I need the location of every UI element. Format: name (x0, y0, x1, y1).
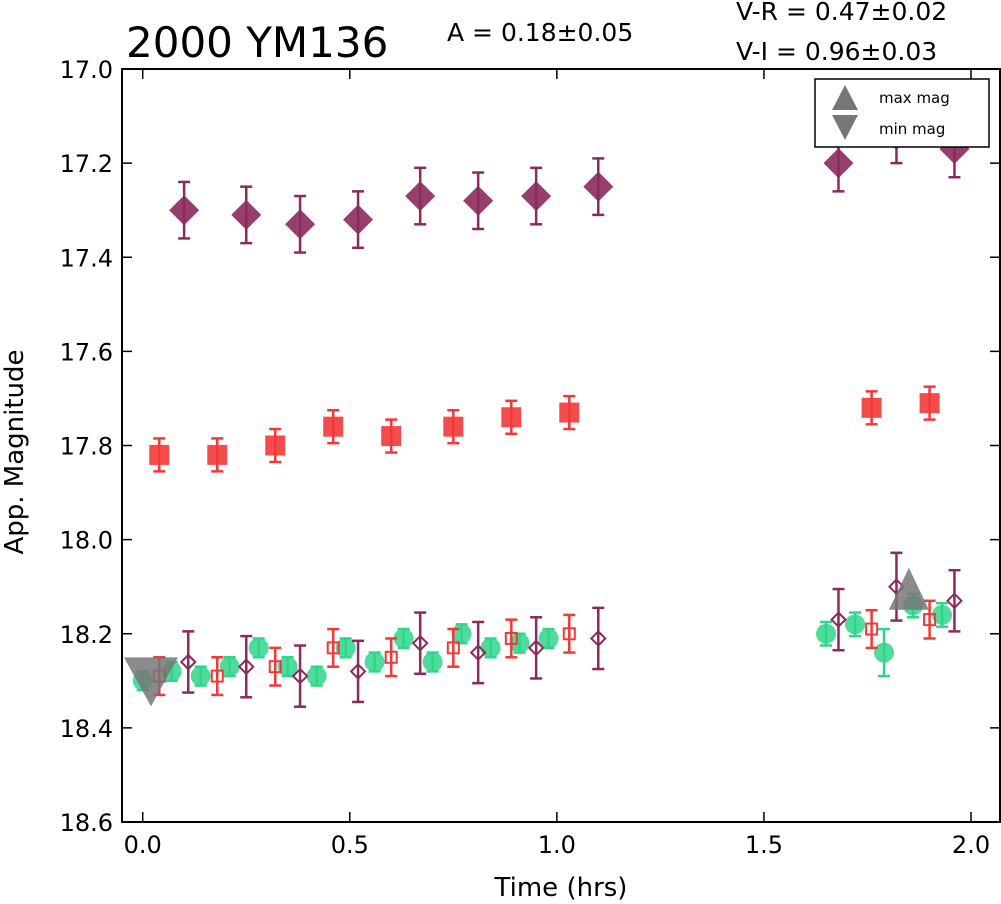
y-axis-label: App. Magnitude (0, 349, 30, 554)
legend-min-mag-icon (832, 115, 858, 140)
y-tick-label: 18.2 (60, 621, 113, 649)
data-point-diamond (521, 181, 552, 212)
data-point-open-square (384, 650, 398, 664)
data-point-open-diamond (469, 644, 487, 661)
data-point-circle (306, 666, 327, 687)
data-point-circle (874, 642, 895, 663)
y-tick-label: 17.8 (60, 433, 113, 461)
data-point-square (149, 444, 170, 465)
data-point-open-diamond (237, 658, 255, 676)
x-tick-label: 1.0 (538, 831, 576, 859)
min-mag-marker (123, 657, 178, 707)
legend-max-mag-icon (832, 85, 858, 110)
legend-min-label: min mag (879, 120, 945, 138)
data-point-square (559, 402, 580, 423)
max-mag-marker (888, 567, 929, 610)
y-tick-label: 17.2 (60, 150, 113, 178)
data-point-open-square (504, 631, 518, 645)
data-point-square (323, 416, 344, 437)
data-point-open-square (562, 627, 576, 641)
x-tick-label: 0.0 (124, 831, 162, 859)
data-point-circle (451, 623, 472, 644)
plot-frame (121, 68, 1001, 823)
data-point-circle (335, 637, 356, 658)
data-point-open-diamond (527, 639, 545, 657)
x-tick-label: 0.5 (331, 831, 369, 859)
data-point-open-diamond (179, 653, 197, 671)
data-point-diamond (583, 171, 614, 202)
x-tick-label: 2.0 (952, 831, 990, 859)
legend-max-label: max mag (879, 89, 950, 107)
data-point-open-square (210, 669, 224, 683)
color-vi-label: V-I = 0.96±0.03 (736, 37, 937, 66)
y-tick-label: 18.4 (60, 715, 113, 743)
amplitude-label: A = 0.18±0.05 (447, 18, 633, 47)
plot-area (123, 105, 970, 708)
data-point-square (443, 416, 464, 437)
data-point-square (501, 407, 522, 428)
data-point-diamond (231, 199, 262, 230)
data-point-square (861, 397, 882, 418)
data-point-diamond (169, 195, 200, 226)
data-point-circle (816, 623, 837, 644)
data-point-diamond (405, 181, 436, 212)
x-tick-label: 1.5 (745, 831, 783, 859)
data-point-circle (509, 633, 530, 654)
data-point-open-diamond (349, 662, 367, 680)
data-point-open-diamond (830, 611, 847, 629)
chart-title: 2000 YM136 (126, 18, 388, 67)
data-point-diamond (285, 209, 316, 240)
data-point-open-square (446, 641, 460, 655)
data-point-square (265, 435, 286, 456)
data-point-diamond (343, 204, 374, 235)
data-point-diamond (823, 148, 854, 179)
data-point-open-diamond (589, 630, 607, 647)
data-point-diamond (463, 185, 494, 216)
data-point-circle (845, 614, 866, 635)
data-point-open-diamond (291, 667, 309, 685)
data-point-circle (422, 651, 443, 672)
data-point-open-square (268, 660, 282, 674)
y-tick-label: 18.6 (60, 809, 113, 837)
data-point-square (919, 393, 940, 414)
data-point-circle (248, 637, 269, 658)
y-tick-label: 18.0 (60, 527, 113, 555)
data-point-open-square (923, 613, 937, 627)
data-point-open-diamond (946, 592, 963, 610)
data-point-square (207, 444, 228, 465)
data-point-circle (277, 656, 298, 677)
y-tick-label: 17.0 (60, 56, 113, 84)
data-point-circle (932, 604, 953, 625)
y-tick-label: 17.6 (60, 338, 113, 366)
plot-content (123, 105, 970, 708)
legend: max mag min mag (814, 78, 990, 148)
data-point-circle (538, 628, 559, 649)
axes: 0.0 0.5 1.0 1.5 2.0 17.0 17.2 17.4 17.6 17.8 18.0 1… (60, 56, 1001, 859)
x-axis-label: Time (hrs) (494, 873, 628, 903)
data-point-open-diamond (411, 634, 429, 652)
data-point-circle (190, 666, 211, 687)
data-point-open-square (865, 622, 879, 636)
y-tick-label: 17.4 (60, 244, 113, 272)
color-vr-label: V-R = 0.47±0.02 (736, 0, 947, 26)
data-point-open-square (326, 641, 340, 655)
data-point-square (381, 426, 402, 447)
data-point-circle (364, 651, 385, 672)
data-point-circle (219, 656, 240, 677)
data-point-circle (393, 628, 414, 649)
